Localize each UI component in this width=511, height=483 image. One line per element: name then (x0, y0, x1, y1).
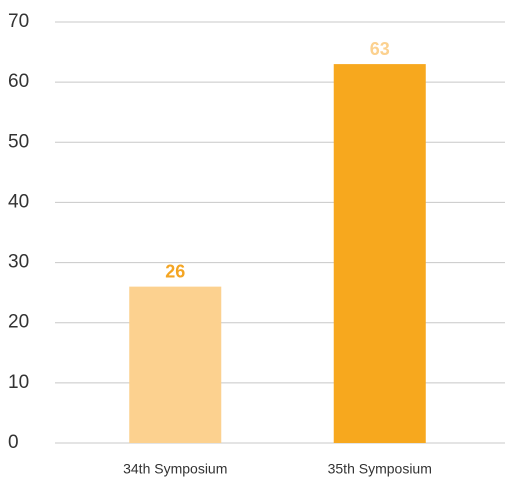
y-tick-label: 50 (8, 131, 29, 152)
value-label: 63 (370, 39, 390, 59)
bar (129, 286, 222, 443)
bar (333, 64, 426, 443)
value-label: 26 (165, 261, 185, 281)
y-tick-label: 70 (8, 11, 29, 32)
y-tick-label: 40 (8, 191, 29, 212)
x-tick-label: 34th Symposium (123, 461, 227, 477)
y-tick-label: 0 (8, 432, 19, 453)
x-tick-label: 35th Symposium (328, 461, 432, 477)
y-tick-label: 30 (8, 252, 29, 273)
y-tick-label: 60 (8, 71, 29, 92)
y-tick-label: 10 (8, 372, 29, 393)
y-tick-label: 20 (8, 312, 29, 333)
